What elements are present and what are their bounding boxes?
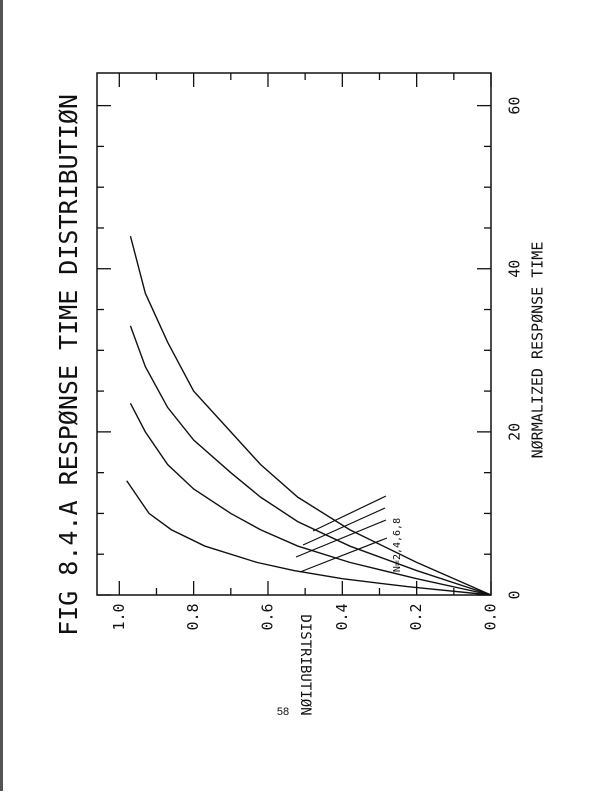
x-tick-label: 40 [506, 260, 524, 278]
y-tick-label: 0.2 [407, 603, 425, 630]
x-tick-label: 0 [506, 590, 524, 599]
page-number: 58 [277, 706, 289, 718]
x-tick-label: 60 [506, 97, 524, 115]
plot-frame [96, 72, 492, 596]
curve [126, 480, 492, 596]
y-tick-label: 0.4 [333, 603, 351, 630]
scan-edge [0, 0, 3, 791]
y-tick-label: 0.8 [184, 603, 202, 630]
y-tick-label: 0.0 [482, 603, 500, 630]
leader-line [312, 495, 387, 532]
leader-line [299, 537, 388, 573]
curve [129, 325, 492, 596]
x-tick-label: 20 [506, 423, 524, 441]
y-axis-label: DISTRIBUTIØN [297, 614, 313, 715]
y-tick-label: 0.6 [258, 603, 276, 630]
curve-annotation: N=2,4,6,8 [392, 518, 403, 572]
x-axis-label: NØRMALIZED RESPØNSE TIME [529, 242, 547, 459]
chart-title: FIG 8.4.A RESPØNSE TIME DISTRIBUTIØN [54, 94, 83, 636]
curve [129, 235, 492, 596]
curve [129, 403, 492, 596]
y-tick-label: 1.0 [110, 603, 128, 630]
